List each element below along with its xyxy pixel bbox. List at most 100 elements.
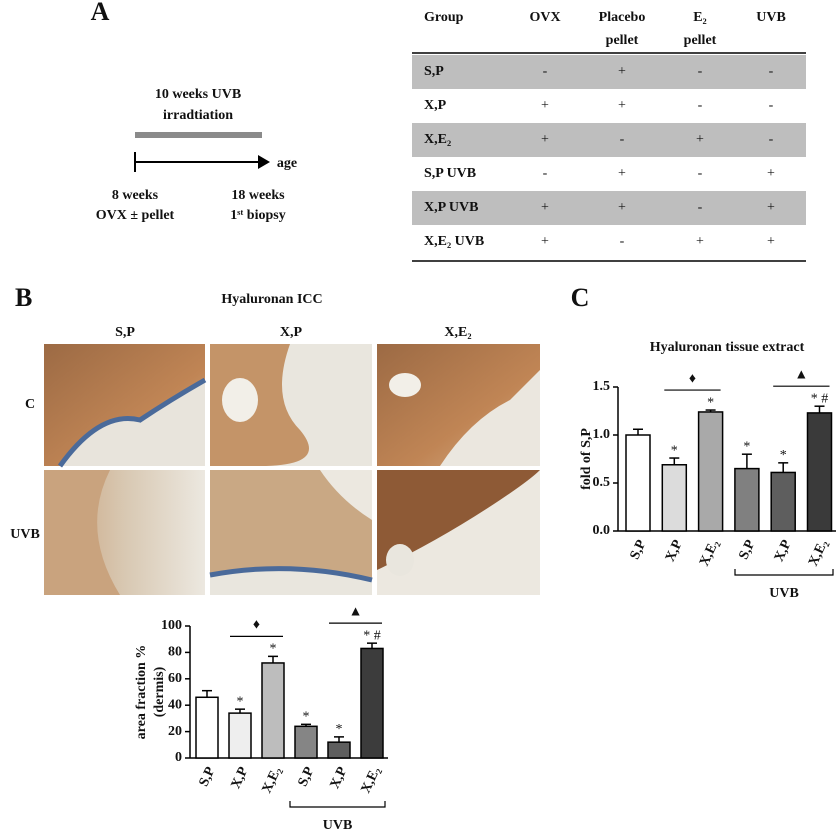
y-tick-label: 60 — [168, 671, 182, 686]
category-label: X,E₂ — [697, 538, 722, 569]
y-tick-label: 40 — [168, 697, 182, 712]
bar — [697, 411, 724, 532]
category-label: X,P — [663, 537, 686, 564]
column-label: X,E₂ — [444, 325, 471, 340]
micrograph-detail — [209, 566, 373, 583]
y-tick-label: 80 — [168, 645, 182, 660]
comparison-marker: ♦ — [253, 618, 260, 633]
table-cell: + — [541, 98, 549, 113]
micrograph-detail — [210, 568, 372, 595]
significance-mark: * — [270, 642, 277, 657]
row-label: X,P UVB — [424, 200, 478, 215]
table-cell: - — [620, 132, 625, 147]
start-label: 8 weeks — [112, 188, 159, 203]
bar — [661, 464, 688, 532]
significance-mark: * — [303, 710, 310, 725]
end-label: 18 weeks — [231, 188, 285, 203]
table-cell: - — [769, 98, 774, 113]
bar — [294, 725, 318, 759]
significance-mark: * — [336, 722, 343, 737]
category-label: X,E₂ — [806, 538, 831, 569]
table-cell: - — [698, 200, 703, 215]
column-label: X,P — [280, 325, 303, 340]
table-cell: + — [618, 64, 626, 79]
y-tick-label: 0.5 — [593, 475, 611, 490]
micrograph-detail — [60, 380, 205, 466]
group-bracket — [289, 801, 386, 808]
table-cell: - — [698, 98, 703, 113]
row-shade — [412, 55, 806, 89]
table-header: OVX — [529, 10, 560, 25]
micrograph-detail — [210, 344, 309, 466]
category-label: X,P — [328, 764, 351, 791]
table-cell: + — [618, 166, 626, 181]
row-shade — [412, 123, 806, 157]
table-cell: + — [618, 200, 626, 215]
significance-mark: * — [780, 448, 787, 463]
category-label: S,P — [736, 537, 758, 562]
panel-title: Hyaluronan ICC — [221, 292, 322, 307]
panel-label: C — [571, 283, 590, 312]
bar — [770, 471, 796, 532]
table-cell: + — [541, 234, 549, 249]
table-cell: + — [696, 234, 704, 249]
start-note: OVX ± pellet — [96, 208, 175, 223]
row-label: X,P — [424, 98, 447, 113]
row-label: C — [25, 397, 35, 412]
bar — [261, 662, 285, 759]
table-header: pellet — [606, 33, 639, 48]
category-label: X,P — [772, 537, 795, 564]
timeline — [134, 132, 270, 172]
row-label: UVB — [10, 527, 40, 542]
group-label: UVB — [769, 586, 799, 601]
table-header: Placebo — [599, 10, 646, 25]
table-header: pellet — [684, 33, 717, 48]
table-header: Group — [424, 10, 464, 25]
panel-label: B — [15, 283, 32, 312]
comparison-marker: ♦ — [689, 371, 696, 386]
row-label: X,E₂ — [424, 132, 451, 147]
y-tick-label: 20 — [168, 724, 182, 739]
end-note: 1ˢᵗ biopsy — [230, 208, 285, 223]
micrograph-detail — [44, 470, 120, 595]
bar — [228, 712, 252, 759]
table-cell: + — [767, 234, 775, 249]
row-label: X,E₂ UVB — [424, 234, 484, 249]
micrograph-detail — [320, 470, 372, 520]
y-axis-label: area fraction % — [134, 645, 149, 740]
y-tick-label: 1.0 — [593, 427, 611, 442]
comparison-marker: ▲ — [794, 367, 808, 382]
period-label: irradtiation — [163, 108, 233, 123]
table-header: UVB — [756, 10, 786, 25]
y-tick-label: 1.5 — [593, 379, 611, 394]
table-cell: + — [618, 98, 626, 113]
axis-label: age — [277, 156, 297, 171]
micrograph-detail — [386, 544, 414, 576]
category-label: X,P — [229, 764, 252, 791]
chart-title: Hyaluronan tissue extract — [650, 340, 805, 355]
table-cell: - — [769, 64, 774, 79]
table-cell: + — [696, 132, 704, 147]
bar — [327, 741, 351, 759]
category-label: X,E₂ — [259, 765, 284, 796]
bar — [806, 412, 833, 532]
y-tick-label: 0 — [175, 750, 182, 765]
group-label: UVB — [323, 818, 353, 833]
table-cell: + — [541, 132, 549, 147]
row-label: S,P — [424, 64, 444, 79]
micrograph-detail — [377, 470, 540, 595]
bar — [360, 647, 384, 759]
micrograph-detail — [57, 377, 207, 468]
y-tick-label: 100 — [161, 618, 182, 633]
panel-label: A — [91, 0, 110, 26]
micrograph-detail — [440, 370, 540, 466]
row-shade — [412, 191, 806, 225]
period-label: 10 weeks UVB — [155, 87, 241, 102]
category-label: S,P — [628, 537, 650, 562]
table-cell: - — [543, 64, 548, 79]
y-axis-label: (dermis) — [152, 666, 167, 717]
y-axis-label: fold of S,P — [579, 428, 594, 490]
bar — [734, 467, 760, 532]
arrow-head — [258, 155, 270, 169]
